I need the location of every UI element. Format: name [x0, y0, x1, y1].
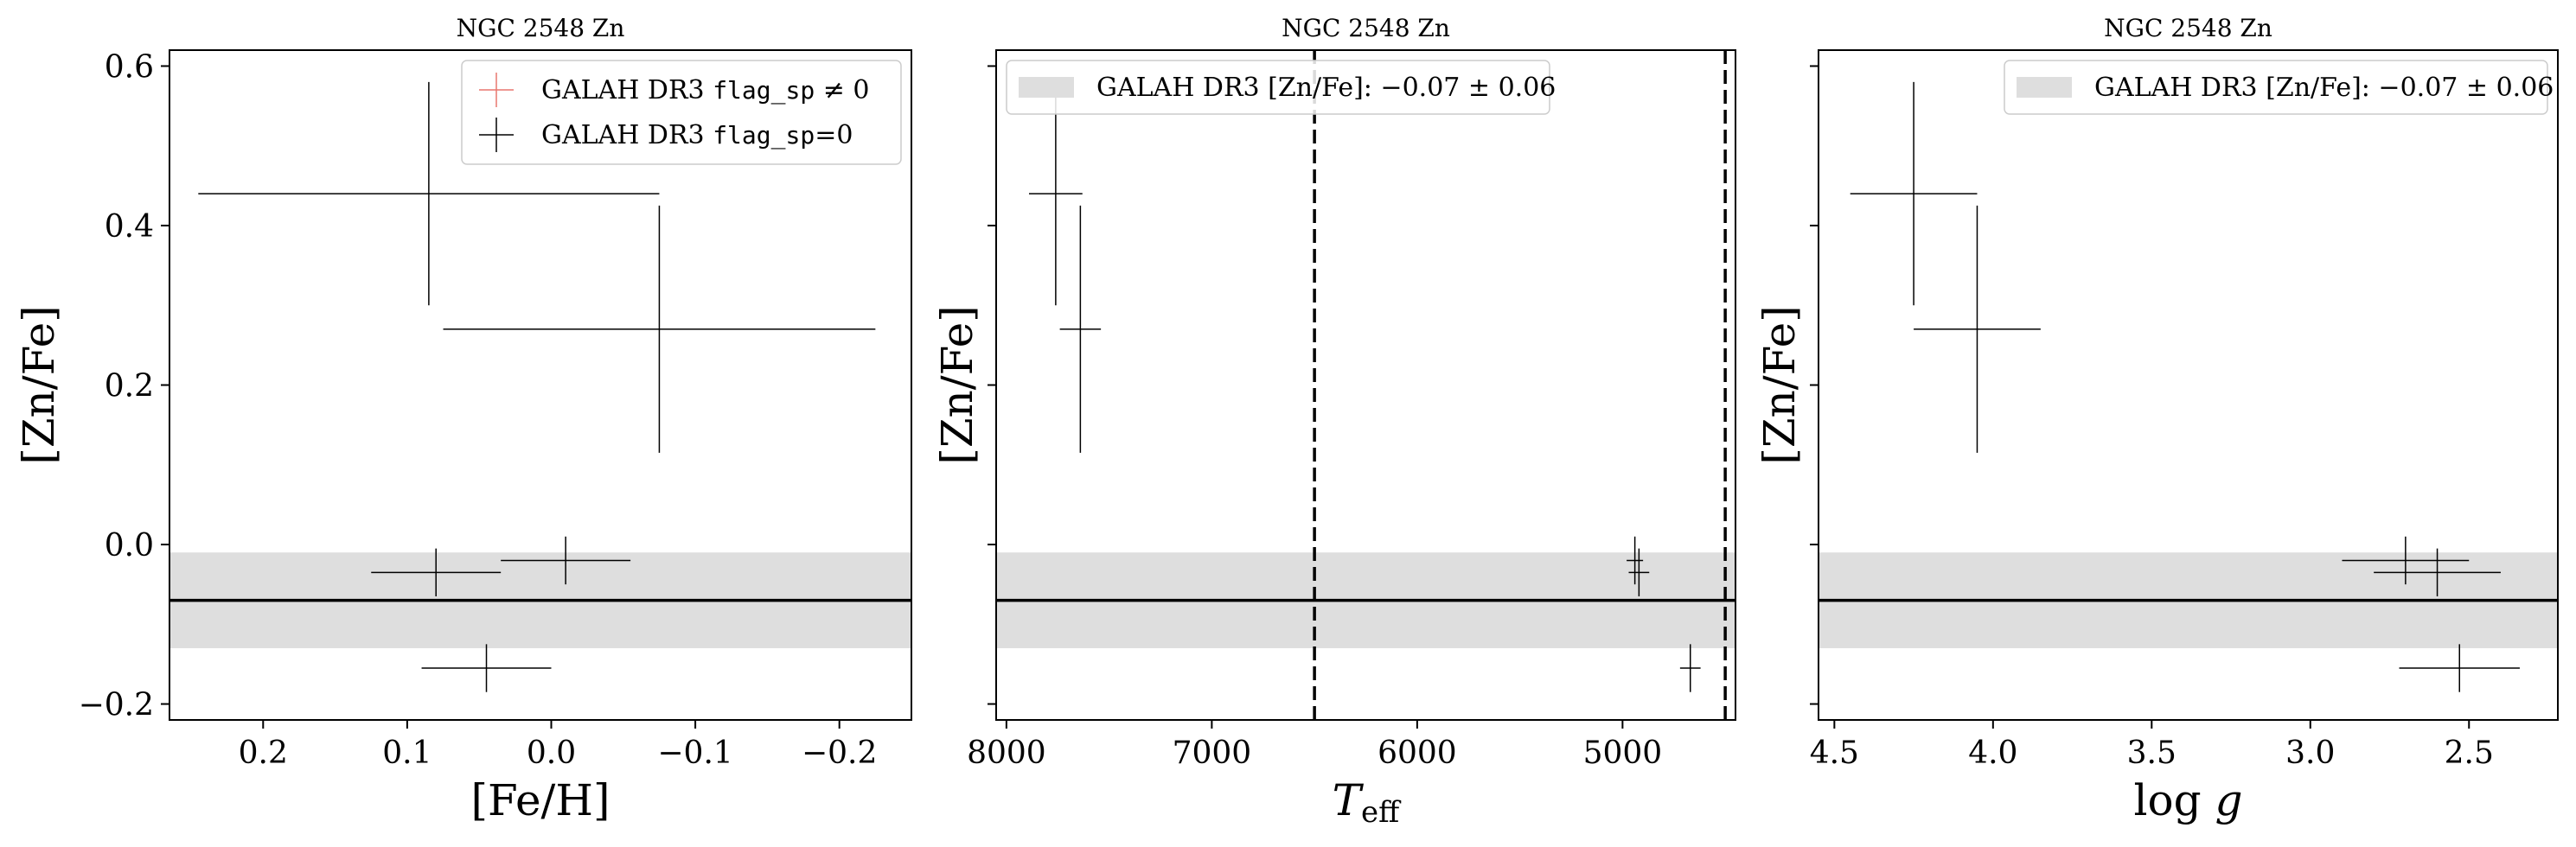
- data-point: [1059, 205, 1102, 453]
- x-tick-label: 4.0: [1968, 736, 2017, 771]
- x-tick-label: 7000: [1173, 736, 1252, 771]
- legend-patch: [2017, 77, 2072, 98]
- y-tick-label: 0.4: [105, 209, 154, 245]
- x-tick-label: 2.5: [2445, 736, 2494, 771]
- y-tick-label: 0.2: [105, 369, 154, 404]
- x-tick-label: 6000: [1377, 736, 1457, 771]
- x-tick-label: −0.1: [657, 736, 732, 771]
- plot-area: [169, 81, 911, 692]
- x-tick-label: 0.0: [527, 736, 576, 771]
- data-point: [2399, 644, 2520, 692]
- legend-entry: GALAH DR3 flag_sp ≠ 0: [541, 75, 870, 105]
- data-point: [2342, 536, 2470, 585]
- legend-patch: [1019, 77, 1074, 98]
- x-tick-label: 0.1: [382, 736, 431, 771]
- data-point: [1914, 205, 2041, 453]
- x-axis-label: Teff: [1333, 775, 1402, 830]
- x-tick-label: 8000: [967, 736, 1046, 771]
- data-point: [371, 548, 502, 596]
- x-tick-label: −0.2: [802, 736, 877, 771]
- y-tick-label: −0.2: [79, 688, 154, 723]
- legend: GALAH DR3 flag_sp ≠ 0 GALAH DR3 flag_sp=0: [461, 60, 902, 165]
- data-point: [198, 81, 660, 306]
- chart-panel-3: 4.5 4.0 3.5 3.0 2.5 NGC 2548 Zn [Zn/Fe] log g GA…: [1755, 14, 2559, 825]
- x-tick-label: 0.2: [239, 736, 288, 771]
- x-axis-label: log g: [2133, 775, 2242, 825]
- x-tick-label: 5000: [1583, 736, 1663, 771]
- data-point: [501, 536, 631, 585]
- chart-panel-1: 0.2 0.1 0.0 −0.1 −0.2 −0.2 0.0 0.2 0.4 0.6 NGC 254…: [14, 14, 912, 825]
- legend-entry: GALAH DR3 [Zn/Fe]: −0.07 ± 0.06: [2094, 73, 2554, 103]
- panel-title: NGC 2548 Zn: [1282, 14, 1450, 42]
- y-axis-label: [Zn/Fe]: [932, 305, 982, 464]
- data-point: [421, 644, 552, 692]
- data-point: [1628, 548, 1650, 596]
- chart-panel-2: 8000 7000 6000 5000 NGC 2548 Zn [Zn/Fe] Teff GA…: [932, 14, 1736, 830]
- data-point: [1029, 81, 1083, 306]
- x-tick-label: 3.5: [2127, 736, 2176, 771]
- y-axis-label: [Zn/Fe]: [1755, 305, 1805, 464]
- x-tick-label: 3.0: [2285, 736, 2335, 771]
- legend-box: [2004, 60, 2548, 115]
- plot-area: [1819, 81, 2558, 692]
- panel-title: NGC 2548 Zn: [2104, 14, 2272, 42]
- data-point: [1679, 644, 1701, 692]
- plot-area: [996, 50, 1735, 720]
- y-tick-label: 0.6: [105, 49, 154, 85]
- legend: GALAH DR3 [Zn/Fe]: −0.07 ± 0.06: [1006, 60, 1556, 115]
- legend-box: [1006, 60, 1550, 115]
- y-tick-label: 0.0: [105, 528, 154, 564]
- y-axis-label: [Zn/Fe]: [14, 305, 64, 464]
- legend-entry: GALAH DR3 flag_sp=0: [541, 120, 853, 150]
- legend-entry: GALAH DR3 [Zn/Fe]: −0.07 ± 0.06: [1096, 73, 1556, 103]
- x-tick-label: 4.5: [1810, 736, 1859, 771]
- panel-title: NGC 2548 Zn: [457, 14, 625, 42]
- data-point: [443, 205, 876, 453]
- x-axis-label: [Fe/H]: [470, 775, 610, 825]
- data-point: [2374, 548, 2501, 596]
- data-point: [1627, 536, 1644, 585]
- legend-box: [461, 60, 902, 165]
- legend: GALAH DR3 [Zn/Fe]: −0.07 ± 0.06: [2004, 60, 2554, 115]
- data-point: [1850, 81, 1978, 306]
